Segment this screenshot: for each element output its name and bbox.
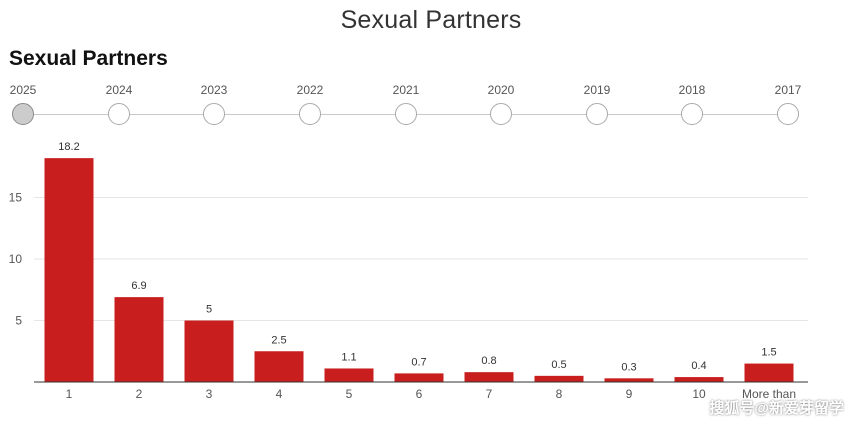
page-title: Sexual Partners	[340, 6, 522, 34]
year-dot[interactable]	[681, 103, 703, 125]
bar-value-label: 18.2	[58, 141, 79, 153]
x-tick-label: 8	[556, 387, 563, 401]
year-dot[interactable]	[203, 103, 225, 125]
year-node-2024[interactable]: 2024	[89, 80, 149, 128]
bar	[674, 377, 724, 382]
year-node-2018[interactable]: 2018	[662, 80, 722, 128]
year-label: 2023	[200, 83, 228, 97]
bar-value-label: 2.5	[271, 334, 286, 346]
x-tick-label: 3	[206, 387, 213, 401]
year-label: 2017	[774, 83, 802, 97]
bar-value-label: 5	[206, 304, 212, 316]
bar-value-label: 1.1	[341, 351, 356, 363]
year-timeline: 2025 2024 2023 2022 2021 2020 2019 2018 …	[0, 80, 862, 130]
bar-value-label: 0.5	[551, 359, 566, 371]
x-tick-label: 4	[276, 387, 283, 401]
bar	[324, 368, 374, 382]
bar-value-label: 1.5	[761, 347, 776, 359]
y-tick-label: 15	[9, 191, 23, 205]
bar	[254, 351, 304, 382]
year-dot[interactable]	[12, 103, 34, 125]
x-tick-label: 2	[136, 387, 143, 401]
bar	[394, 373, 444, 382]
bar	[114, 297, 164, 382]
year-node-2017[interactable]: 2017	[758, 80, 818, 128]
bar	[184, 320, 234, 382]
bar-value-label: 0.4	[691, 360, 706, 372]
year-label: 2020	[487, 83, 515, 97]
bar-value-label: 0.3	[621, 361, 636, 373]
x-tick-label: 9	[626, 387, 633, 401]
y-tick-label: 10	[9, 252, 23, 266]
year-label: 2022	[296, 83, 324, 97]
year-label: 2019	[583, 83, 611, 97]
year-dot[interactable]	[108, 103, 130, 125]
year-node-2022[interactable]: 2022	[280, 80, 340, 128]
chart-title: Sexual Partners	[9, 47, 168, 70]
bar	[464, 372, 514, 382]
bar	[744, 363, 794, 382]
bar-value-label: 0.7	[411, 356, 426, 368]
bar	[534, 375, 584, 382]
bar-value-label: 6.9	[131, 280, 146, 292]
bar-value-label: 0.8	[481, 355, 496, 367]
year-node-2023[interactable]: 2023	[184, 80, 244, 128]
year-node-2025[interactable]: 2025	[0, 80, 53, 128]
x-tick-label: 6	[416, 387, 423, 401]
x-tick-label: 5	[346, 387, 353, 401]
y-tick-label: 5	[15, 314, 22, 328]
year-dot[interactable]	[299, 103, 321, 125]
year-dot[interactable]	[777, 103, 799, 125]
year-dot[interactable]	[395, 103, 417, 125]
year-label: 2018	[678, 83, 706, 97]
x-tick-label: 10	[692, 387, 706, 401]
watermark: 搜狐号@新爱芽留学	[709, 400, 844, 417]
year-label: 2025	[9, 83, 37, 97]
x-tick-label: More than	[742, 387, 796, 401]
year-label: 2021	[392, 83, 420, 97]
x-tick-label: 1	[66, 387, 73, 401]
year-label: 2024	[105, 83, 133, 97]
year-node-2020[interactable]: 2020	[471, 80, 531, 128]
year-node-2021[interactable]: 2021	[376, 80, 436, 128]
bar	[44, 158, 94, 382]
bar	[604, 378, 654, 382]
x-tick-label: 7	[486, 387, 493, 401]
year-node-2019[interactable]: 2019	[567, 80, 627, 128]
year-dot[interactable]	[490, 103, 512, 125]
year-dot[interactable]	[586, 103, 608, 125]
